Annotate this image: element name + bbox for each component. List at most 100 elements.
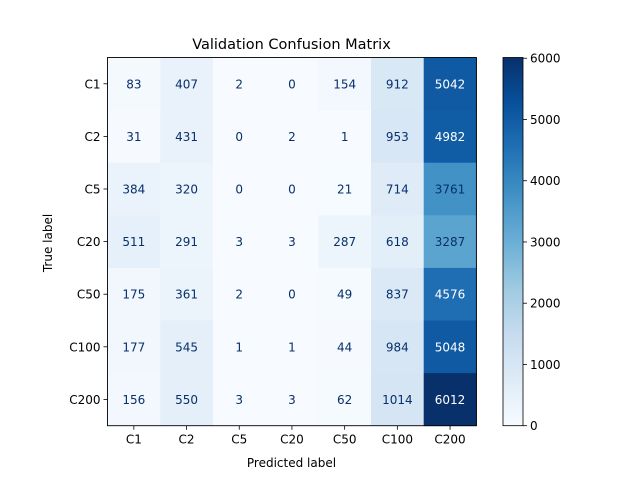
cell-value-label: 0 bbox=[235, 130, 243, 144]
colorbar-tick-label: 5000 bbox=[530, 113, 561, 127]
cell-value-label: 407 bbox=[175, 77, 198, 91]
heatmap-cell bbox=[212, 215, 266, 269]
heatmap-cell bbox=[212, 373, 266, 427]
heatmap-cell bbox=[423, 57, 477, 111]
y-tick-label: C20 bbox=[77, 235, 101, 249]
cell-value-label: 912 bbox=[386, 77, 409, 91]
heatmap-cell bbox=[318, 215, 372, 269]
heatmap-cell bbox=[107, 162, 161, 216]
cell-value-label: 2 bbox=[235, 288, 243, 302]
x-axis-label: Predicted label bbox=[247, 456, 336, 470]
cell-value-label: 618 bbox=[386, 235, 409, 249]
cell-value-label: 175 bbox=[122, 288, 145, 302]
heatmap-cell bbox=[265, 267, 319, 321]
cell-value-label: 3761 bbox=[435, 183, 466, 197]
cell-value-label: 714 bbox=[386, 183, 409, 197]
heatmap-cell bbox=[107, 57, 161, 111]
heatmap-cell bbox=[318, 57, 372, 111]
cell-value-label: 2 bbox=[235, 77, 243, 91]
heatmap-cell bbox=[160, 57, 214, 111]
cell-value-label: 4576 bbox=[435, 288, 466, 302]
heatmap-cell bbox=[371, 162, 425, 216]
cell-value-label: 3 bbox=[288, 235, 296, 249]
cell-value-label: 62 bbox=[337, 393, 352, 407]
cell-value-label: 1 bbox=[235, 340, 243, 354]
cell-value-label: 83 bbox=[126, 77, 141, 91]
cell-value-label: 550 bbox=[175, 393, 198, 407]
y-tick-label: C100 bbox=[69, 340, 100, 354]
colorbar bbox=[502, 57, 524, 427]
heatmap-cell bbox=[265, 320, 319, 374]
heatmap-cell bbox=[371, 215, 425, 269]
heatmap-cell bbox=[212, 57, 266, 111]
heatmap-cell bbox=[318, 162, 372, 216]
heatmap-cell bbox=[160, 320, 214, 374]
cell-value-label: 0 bbox=[288, 183, 296, 197]
cell-value-label: 1014 bbox=[382, 393, 413, 407]
heatmap-cell bbox=[265, 215, 319, 269]
colorbar-tick-label: 1000 bbox=[530, 358, 561, 372]
x-tick-label: C20 bbox=[280, 433, 304, 447]
cell-value-label: 177 bbox=[122, 340, 145, 354]
y-tick-label: C200 bbox=[69, 393, 100, 407]
heatmap-cell bbox=[107, 320, 161, 374]
colorbar-tick-label: 2000 bbox=[530, 297, 561, 311]
heatmap-cell bbox=[265, 57, 319, 111]
heatmap-cell bbox=[160, 162, 214, 216]
cell-value-label: 384 bbox=[122, 183, 145, 197]
cell-value-label: 320 bbox=[175, 183, 198, 197]
x-tick-label: C2 bbox=[179, 433, 195, 447]
heatmap-cell bbox=[423, 267, 477, 321]
heatmap-cell bbox=[265, 373, 319, 427]
x-axis: C1 C2 C5 C20 C50 C100 C200 bbox=[126, 425, 466, 447]
heatmap-cell bbox=[371, 373, 425, 427]
heatmap-cell bbox=[423, 162, 477, 216]
colorbar-tick-label: 3000 bbox=[530, 235, 561, 249]
cell-value-label: 953 bbox=[386, 130, 409, 144]
cell-value-label: 156 bbox=[122, 393, 145, 407]
cell-value-label: 361 bbox=[175, 288, 198, 302]
cell-value-label: 1 bbox=[341, 130, 349, 144]
cell-value-label: 2 bbox=[288, 130, 296, 144]
y-tick-label: C1 bbox=[84, 77, 100, 91]
y-axis: C1 C2 C5 C20 C50 C100 C200 bbox=[69, 77, 108, 407]
heatmap-cell bbox=[265, 110, 319, 164]
heatmap-cell bbox=[318, 267, 372, 321]
x-tick-label: C50 bbox=[333, 433, 357, 447]
cell-value-label: 1 bbox=[288, 340, 296, 354]
cell-value-label: 287 bbox=[333, 235, 356, 249]
heatmap-cell bbox=[371, 110, 425, 164]
heatmap-cell bbox=[371, 320, 425, 374]
cell-value-label: 31 bbox=[126, 130, 141, 144]
y-tick-label: C5 bbox=[84, 183, 100, 197]
cell-value-label: 3287 bbox=[435, 235, 466, 249]
colorbar-tick-label: 0 bbox=[530, 419, 538, 433]
x-tick-label: C200 bbox=[434, 433, 465, 447]
chart-title: Validation Confusion Matrix bbox=[192, 37, 391, 53]
heatmap-cell bbox=[318, 373, 372, 427]
cell-value-label: 6012 bbox=[435, 393, 466, 407]
cell-value-label: 4982 bbox=[435, 130, 466, 144]
cell-value-label: 0 bbox=[288, 288, 296, 302]
y-tick-label: C50 bbox=[77, 288, 101, 302]
heatmap-cell bbox=[160, 110, 214, 164]
heatmap-cell bbox=[212, 267, 266, 321]
heatmap-cell bbox=[371, 267, 425, 321]
heatmap-cell bbox=[212, 162, 266, 216]
heatmap-cell bbox=[107, 110, 161, 164]
heatmap-cell bbox=[107, 215, 161, 269]
cell-value-label: 984 bbox=[386, 340, 409, 354]
cell-value-label: 49 bbox=[337, 288, 352, 302]
colorbar-axis: 0 1000 2000 3000 4000 5000 6000 bbox=[523, 52, 561, 433]
heatmap-cells bbox=[107, 57, 477, 427]
cell-value-label: 431 bbox=[175, 130, 198, 144]
cell-value-label: 154 bbox=[333, 77, 356, 91]
heatmap-cell bbox=[318, 110, 372, 164]
heatmap-cell bbox=[318, 320, 372, 374]
x-tick-label: C100 bbox=[382, 433, 413, 447]
heatmap-cell bbox=[160, 373, 214, 427]
cell-value-label: 5042 bbox=[435, 77, 466, 91]
cell-value-label: 291 bbox=[175, 235, 198, 249]
cell-value-label: 545 bbox=[175, 340, 198, 354]
